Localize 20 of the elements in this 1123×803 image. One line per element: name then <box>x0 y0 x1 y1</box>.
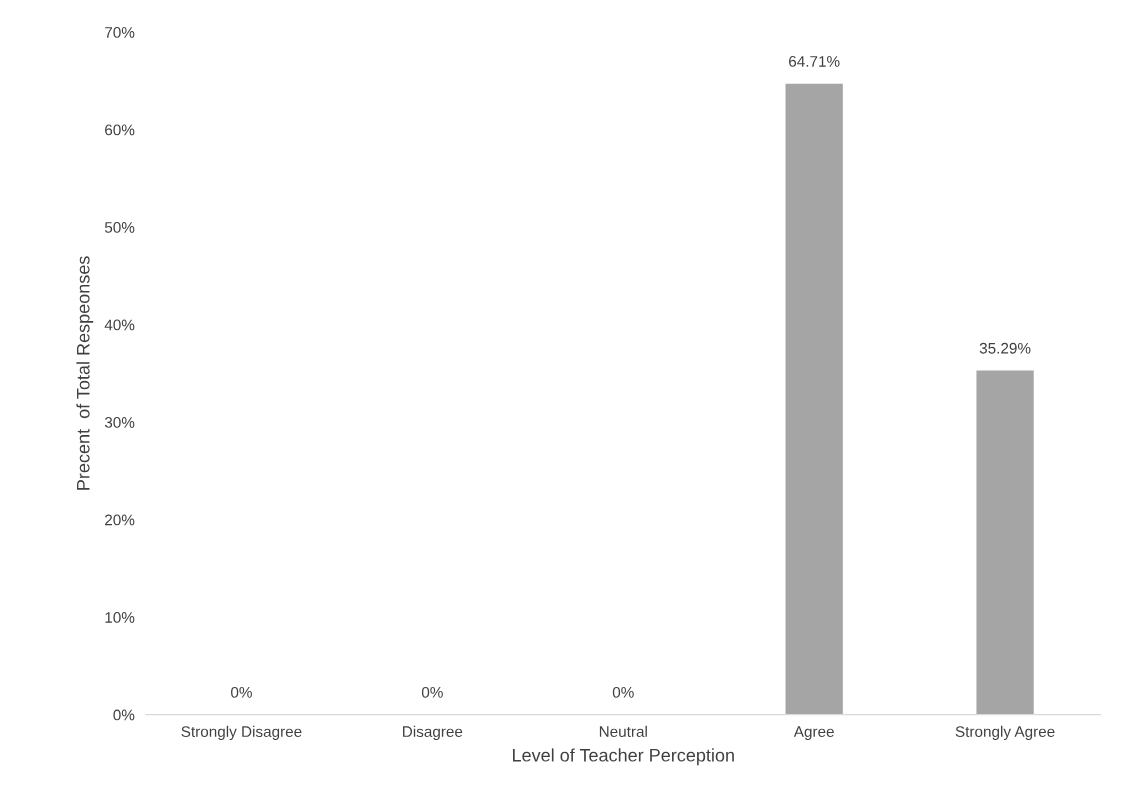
y-tick-label: 20% <box>105 514 135 526</box>
y-tick-label: 10% <box>105 612 135 623</box>
data-label: 64.71% <box>789 55 840 67</box>
y-tick-label: 70% <box>105 26 135 38</box>
y-tick-label: 50% <box>104 222 135 233</box>
y-tick-label: 60% <box>105 124 135 136</box>
y-tick-label: 30% <box>104 417 135 428</box>
x-tick-label: Strongly Disagree <box>181 725 302 741</box>
data-label: 35.29% <box>979 342 1031 354</box>
x-tick-label: Agree <box>793 726 834 741</box>
y-tick-label: 40% <box>104 319 135 331</box>
x-axis-title: Level of Teacher Perception <box>513 748 734 766</box>
y-axis-title: Precent of Total Respeonses <box>76 256 94 490</box>
x-tick-label: Strongly Agree <box>955 725 1055 741</box>
data-label: 0% <box>421 686 443 698</box>
data-label: 0% <box>231 686 252 698</box>
x-tick-label: Disagree <box>403 725 463 741</box>
x-tick-label: Neutral <box>599 725 647 737</box>
y-tick-label: 0% <box>113 709 135 721</box>
data-label: 0% <box>612 686 634 698</box>
